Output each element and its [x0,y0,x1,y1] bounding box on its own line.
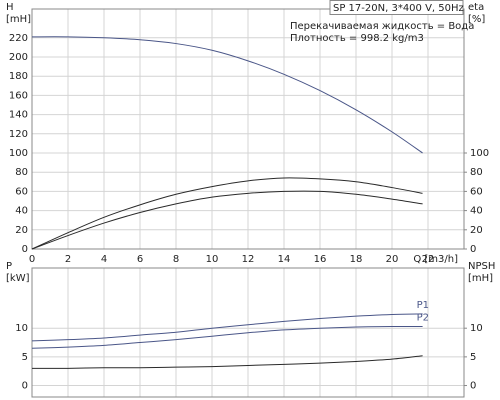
curve [31,36,423,154]
x-tick-label: 20 [386,254,399,265]
curve [31,177,423,250]
y2-tick-label: 10 [470,323,483,334]
x-tick-label: 6 [137,254,143,265]
chart-title: SP 17-20N, 3*400 V, 50Hz [333,3,464,14]
y-tick-label: 80 [15,167,28,178]
y-tick-label: 40 [15,206,28,217]
curve-label: P2 [417,312,429,323]
x-tick-label: 16 [314,254,327,265]
y2-axis-label: NPSH [468,261,495,272]
y-tick-label: 180 [9,71,28,82]
y-tick-label: 5 [22,352,28,363]
title-box [329,0,464,15]
y-tick-label: 120 [9,129,28,140]
y2-tick-label: 5 [470,352,476,363]
y2-tick-label: 40 [470,206,483,217]
x-tick-label: 2 [65,254,71,265]
x-tick-label: 22 [422,254,435,265]
x-tick-label: 0 [29,254,35,265]
curve [31,355,423,369]
y-axis-label: H [6,2,14,13]
y-tick-label: 100 [9,148,28,159]
y-tick-label: 220 [9,33,28,44]
y-tick-label: 0 [22,244,28,255]
y-tick-label: 0 [22,381,28,392]
y-axis-label: P [6,261,12,272]
x-tick-label: 10 [206,254,219,265]
y2-tick-label: 0 [470,381,476,392]
annotation: Перекачиваемая жидкость = Вода [290,21,474,32]
x-tick-label: 8 [173,254,179,265]
curve [31,325,423,349]
y2-tick-label: 60 [470,186,483,197]
y-axis-label: [mH] [6,14,31,25]
y2-tick-label: 0 [470,244,476,255]
curve [31,190,423,250]
y-tick-label: 60 [15,186,28,197]
y2-axis-label: [mH] [468,273,493,284]
y-tick-label: 20 [15,225,28,236]
x-tick-label: 18 [350,254,363,265]
y2-tick-label: 80 [470,167,483,178]
x-tick-label: 12 [242,254,255,265]
y2-axis-label: [%] [468,14,485,25]
curve [31,313,423,342]
y-tick-label: 140 [9,110,28,121]
y-tick-label: 10 [15,323,28,334]
y2-tick-label: 20 [470,225,483,236]
annotation: Плотность = 998.2 kg/m3 [290,33,424,44]
y2-axis-label: eta [468,2,484,13]
x-axis-label: Q [m3/h] [413,254,458,265]
plot-frame [31,267,465,398]
x-tick-label: 4 [101,254,107,265]
y-axis-label: [kW] [6,273,30,284]
x-tick-label: 14 [278,254,291,265]
y-tick-label: 200 [9,52,28,63]
curve-label: P1 [417,300,429,311]
y2-tick-label: 100 [470,148,489,159]
y-tick-label: 160 [9,90,28,101]
plot-frame [31,8,465,250]
